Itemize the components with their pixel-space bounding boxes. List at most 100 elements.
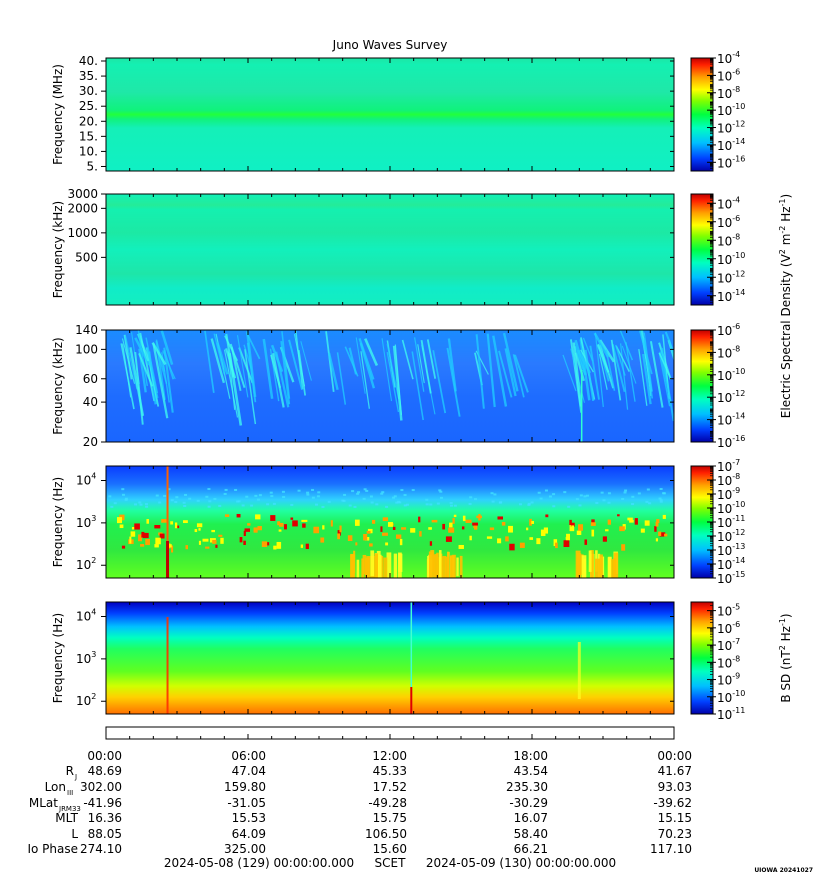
emission-blob <box>453 514 457 518</box>
burst-streak <box>492 335 508 407</box>
emission-blob <box>267 542 270 546</box>
colorbar-tick-label: 10-12 <box>717 389 745 405</box>
band-speck <box>405 503 409 506</box>
burst-streak <box>574 352 586 382</box>
burst-streak <box>244 349 257 425</box>
band-speck <box>272 502 276 505</box>
burst-streak <box>124 335 138 390</box>
colorbar-tick-exponent: -14 <box>732 556 745 565</box>
time-tick-label: 12:00 <box>372 749 407 763</box>
ephemeris-value: 15.75 <box>373 811 407 825</box>
low-freq-blob <box>350 553 355 578</box>
band-speck <box>182 501 186 504</box>
emission-blob <box>497 538 502 544</box>
emission-blob <box>658 531 662 536</box>
band-speck <box>144 503 148 506</box>
burst-streak <box>224 335 239 362</box>
ephemeris-row-label: Io Phase <box>27 842 78 856</box>
emission-blob <box>337 533 341 540</box>
band-speck <box>631 503 635 506</box>
emission-blob <box>194 529 198 533</box>
band-speck <box>436 502 440 505</box>
band-speck <box>567 505 571 508</box>
band-speck <box>184 493 188 496</box>
colorbar-tick-label: 10-12 <box>717 269 745 285</box>
emission-blob <box>569 519 572 526</box>
y-tick-label: 5. <box>87 159 98 173</box>
colorbar-tick-label: 10-12 <box>717 528 745 544</box>
band-speck <box>659 488 663 491</box>
emission-blob <box>276 541 282 549</box>
burst-streak <box>475 334 485 409</box>
band-speck <box>658 497 662 500</box>
emission-blob <box>145 539 150 546</box>
y-tick-base: 100 <box>75 342 98 356</box>
colorbar-tick-exponent: -4 <box>732 195 740 204</box>
burst-streak <box>498 350 513 398</box>
burst-streak <box>122 343 132 398</box>
colorbar-tick-exponent: -10 <box>732 102 745 111</box>
band-speck <box>659 499 663 502</box>
band-speck <box>297 489 301 492</box>
band-speck <box>552 505 556 508</box>
emission-blob <box>428 527 432 530</box>
band-speck <box>281 490 285 493</box>
emission-blob <box>531 520 535 524</box>
emission-blob <box>140 544 145 547</box>
colorbar-tick-base: 10 <box>717 234 732 248</box>
colorbars: 10-410-610-810-1010-1210-1410-1610-410-6… <box>690 50 745 722</box>
band-speck <box>108 495 112 498</box>
colorbar-tick-exponent: -14 <box>732 412 745 421</box>
burst-streak <box>594 332 604 408</box>
burst-streak <box>446 347 461 417</box>
emission-blob <box>654 526 657 532</box>
emission-blob <box>174 522 178 529</box>
emission-blob <box>142 532 149 539</box>
band-speck <box>648 502 652 505</box>
colorbar-tick-base: 10 <box>717 391 732 405</box>
burst-streak <box>123 334 133 380</box>
panel-3: 140 100 60 40 20 Frequency (kHz) <box>51 323 675 449</box>
ephemeris-row-label: MLT <box>55 811 78 825</box>
ephemeris-value: -39.62 <box>653 796 692 810</box>
burst-streak <box>596 344 610 373</box>
colorbar-tick-exponent: -5 <box>732 603 740 612</box>
colorbar-tick-base: 10 <box>717 87 732 101</box>
spectrogram-background <box>106 194 674 305</box>
emission-blob <box>185 545 189 550</box>
colorbar-tick-label: 10-6 <box>717 67 740 83</box>
emission-blob <box>571 525 575 528</box>
spectrogram-background <box>106 58 674 171</box>
emission-blob <box>300 544 303 548</box>
y-tick-exponent: 4 <box>91 608 96 617</box>
burst-streak <box>593 332 610 358</box>
burst-streak <box>589 345 600 400</box>
band-speck <box>365 489 369 492</box>
burst-streak <box>275 351 290 408</box>
colorbar-tick-label: 10-14 <box>717 556 745 572</box>
ephemeris-value: -30.29 <box>509 796 548 810</box>
band-speck <box>196 499 200 502</box>
y-tick-exponent: 2 <box>91 556 96 565</box>
low-freq-blob <box>599 554 603 578</box>
emission-blob <box>545 514 549 518</box>
emission-blob <box>284 524 287 530</box>
colorbar-tick-base: 10 <box>717 656 732 670</box>
low-freq-blob <box>398 552 402 578</box>
y-tick-base: 40. <box>79 54 98 68</box>
band-speck <box>175 496 179 499</box>
band-speck <box>370 501 374 504</box>
low-freq-blob <box>383 557 388 578</box>
low-freq-blob <box>366 556 370 578</box>
emission-blob <box>161 518 167 523</box>
ephemeris-value: 58.40 <box>514 827 548 841</box>
colorbar-tick-exponent: -10 <box>732 500 745 509</box>
ephemeris-value: 41.67 <box>658 764 692 778</box>
low-freq-blob <box>378 554 382 578</box>
colorbar-tick-base: 10 <box>717 605 732 619</box>
y-tick-base: 20 <box>83 435 98 449</box>
band-speck <box>254 494 258 497</box>
band-speck <box>110 505 114 508</box>
burst-streak <box>204 330 215 394</box>
